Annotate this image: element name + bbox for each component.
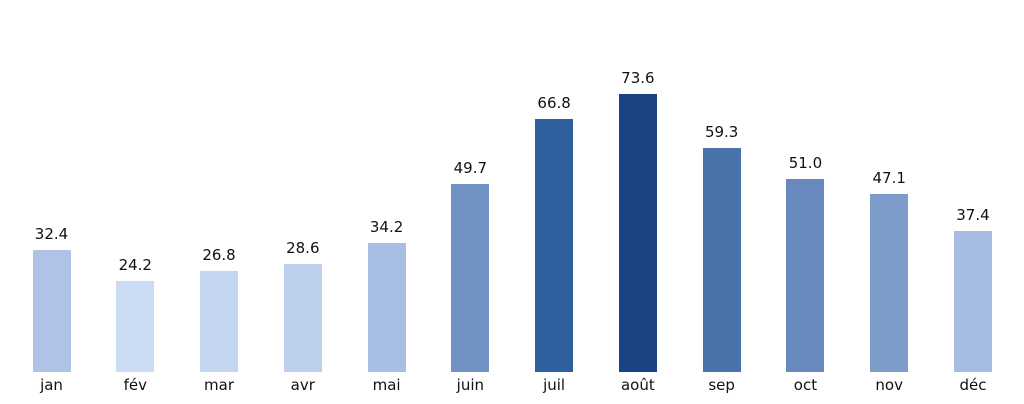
bar-month-label: mai: [372, 376, 401, 394]
bar: [283, 264, 322, 372]
bar: [367, 243, 406, 372]
bar-month-label: jan: [40, 376, 63, 394]
bar-value-label: 24.2: [118, 255, 152, 274]
bar-value-label: 66.8: [537, 93, 571, 112]
bar-month-label: fév: [123, 376, 147, 394]
bar: [953, 231, 992, 372]
bar-month-label: août: [620, 376, 655, 394]
bar: [618, 94, 657, 372]
bar-month-label: juil: [543, 376, 566, 394]
bar-value-label: 59.3: [704, 122, 739, 141]
bar-value-label: 73.6: [621, 68, 655, 87]
bar-value-label: 34.2: [369, 217, 404, 236]
bar-month-label: oct: [793, 376, 818, 394]
bar: [116, 281, 155, 372]
bar-value-label: 26.8: [202, 245, 236, 264]
bar-month-label: avr: [290, 376, 315, 394]
bar-value-label: 49.7: [453, 158, 488, 177]
bar: [535, 119, 574, 372]
bar-value-label: 47.1: [872, 168, 906, 187]
bar: [786, 179, 825, 372]
bar-value-label: 51.0: [788, 153, 823, 172]
bar-value-label: 32.4: [34, 224, 69, 243]
bar-month-label: nov: [875, 376, 903, 394]
bar: [702, 148, 741, 372]
bar-value-label: 28.6: [286, 238, 320, 257]
bar-month-label: juin: [456, 376, 485, 394]
bar: [451, 184, 490, 372]
bar-month-label: mar: [204, 376, 235, 394]
bar-month-label: déc: [959, 376, 987, 394]
bar-value-label: 37.4: [956, 205, 990, 224]
bar: [200, 271, 239, 372]
bar: [870, 194, 909, 372]
bar-month-label: sep: [708, 376, 735, 394]
bar: [32, 250, 71, 372]
